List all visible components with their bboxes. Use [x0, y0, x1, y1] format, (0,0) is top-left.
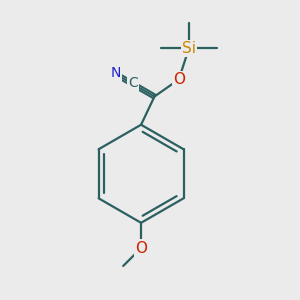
Text: Si: Si — [182, 41, 196, 56]
Text: C: C — [128, 76, 138, 90]
Text: O: O — [173, 72, 185, 87]
Text: N: N — [110, 67, 121, 80]
Text: O: O — [135, 241, 147, 256]
